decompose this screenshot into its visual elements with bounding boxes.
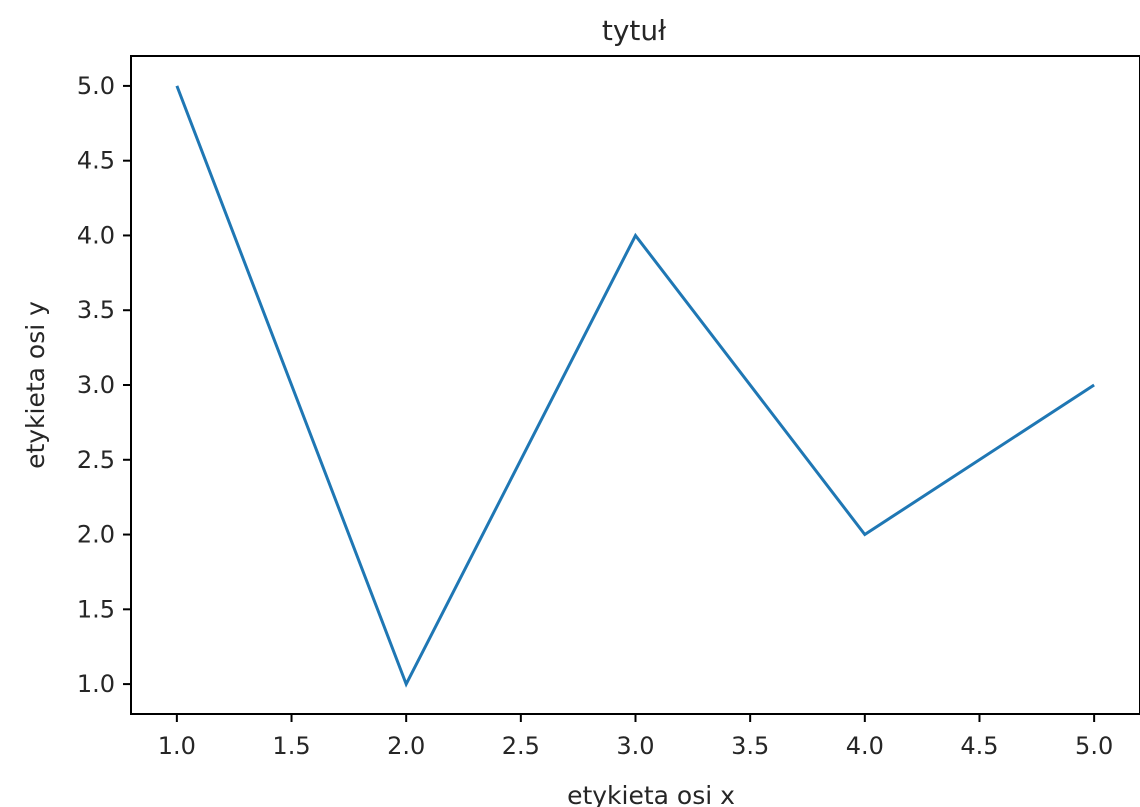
y-tick-label: 5.0 — [77, 72, 115, 100]
x-tick-label: 3.0 — [616, 732, 654, 760]
x-tick-label: 4.0 — [846, 732, 884, 760]
y-tick-label: 1.5 — [77, 595, 115, 623]
y-tick-label: 4.5 — [77, 147, 115, 175]
x-tick-label: 2.5 — [502, 732, 540, 760]
x-tick-label: 4.5 — [960, 732, 998, 760]
y-tick-label: 1.0 — [77, 670, 115, 698]
x-axis-title: etykieta osi x — [567, 781, 735, 807]
y-axis-title: etykieta osi y — [21, 301, 50, 469]
chart-title: tytuł — [602, 14, 666, 47]
plot-area: 1.0 1.5 2.0 2.5 3.0 3.5 4.0 4.5 5.0 1.0 1.5 2.0 2.5… — [77, 55, 1140, 760]
x-axis: 1.0 1.5 2.0 2.5 3.0 3.5 4.0 4.5 5.0 — [158, 714, 1113, 760]
y-tick-label: 2.5 — [77, 446, 115, 474]
plot-frame — [130, 55, 1140, 715]
x-tick-label: 2.0 — [387, 732, 425, 760]
series-line — [175, 85, 1095, 688]
x-tick-label: 5.0 — [1075, 732, 1113, 760]
y-tick-label: 3.0 — [77, 371, 115, 399]
y-axis: 1.0 1.5 2.0 2.5 3.0 3.5 4.0 4.5 5.0 — [77, 72, 131, 698]
x-tick-label: 3.5 — [731, 732, 769, 760]
y-tick-label: 4.0 — [77, 221, 115, 249]
series-layer — [175, 85, 1095, 688]
x-tick-label: 1.0 — [158, 732, 196, 760]
y-tick-label: 2.0 — [77, 521, 115, 549]
x-tick-label: 1.5 — [272, 732, 310, 760]
y-tick-label: 3.5 — [77, 296, 115, 324]
